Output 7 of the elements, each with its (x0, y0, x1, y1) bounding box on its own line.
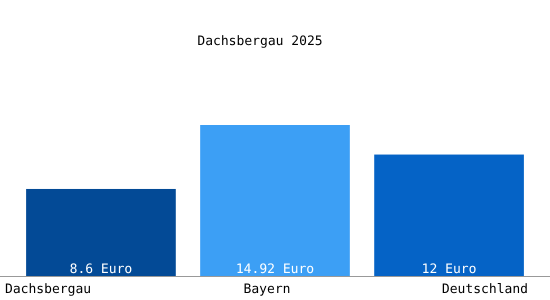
x-tick-label: Deutschland (442, 282, 528, 297)
data-label: 14.92 Euro (236, 262, 314, 277)
data-label: 12 Euro (422, 262, 476, 277)
chart-title: Dachsbergau 2025 (197, 34, 323, 49)
data-label: 8.6 Euro (70, 262, 132, 277)
x-tick-label: Dachsbergau (5, 282, 92, 297)
x-tick-label: Bayern (244, 282, 290, 297)
